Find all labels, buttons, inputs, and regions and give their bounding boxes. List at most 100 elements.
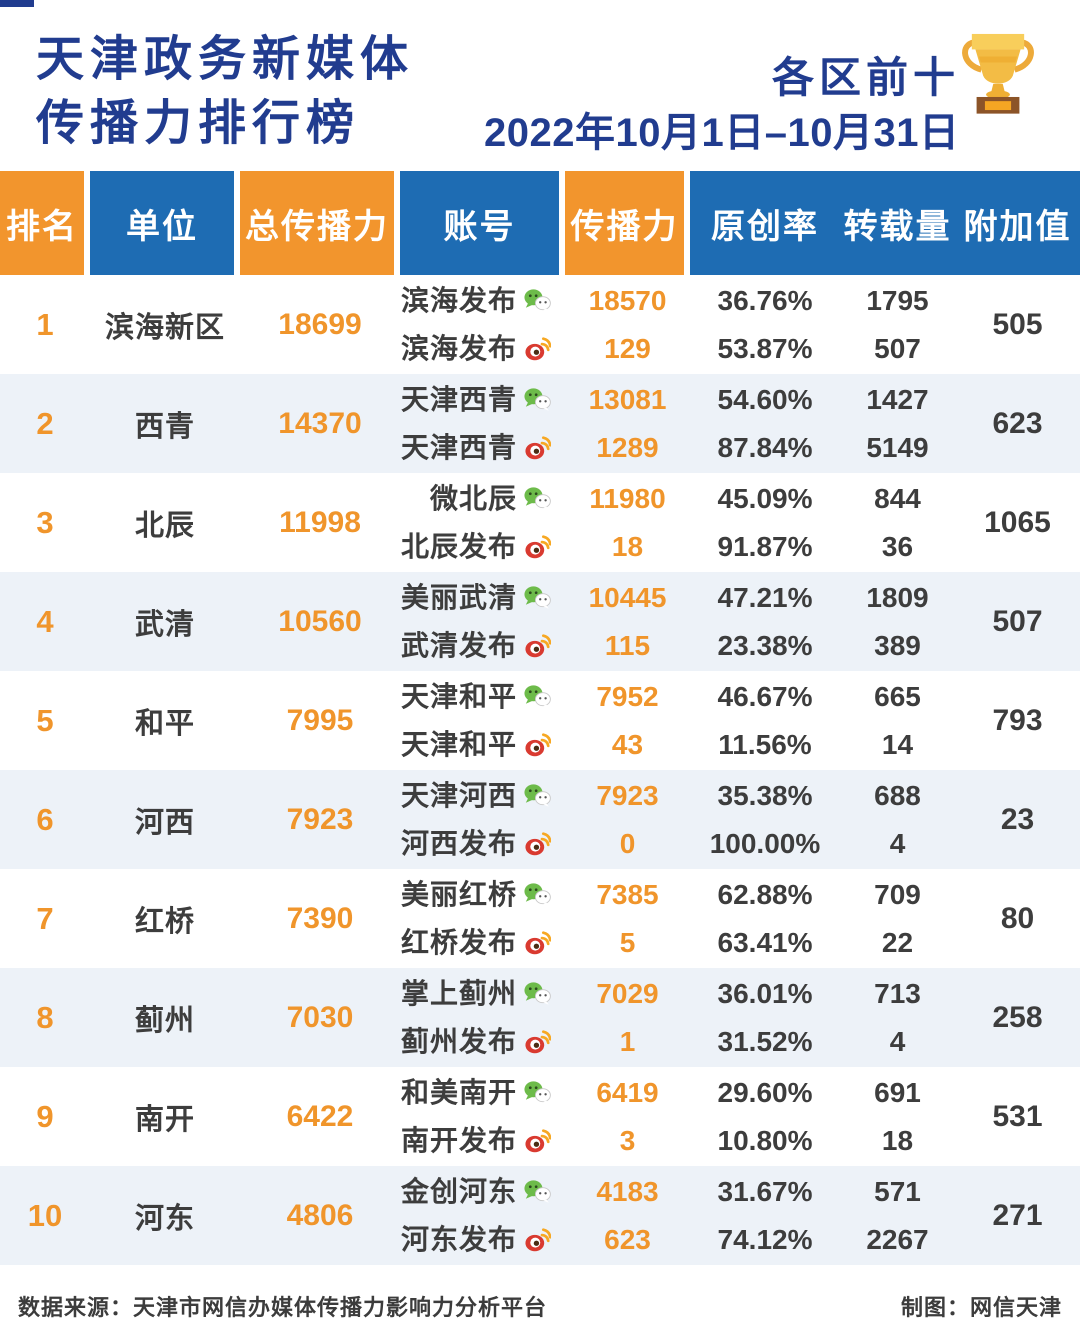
page-title: 天津政务新媒体 传播力排行榜 <box>36 28 414 156</box>
repost-cell: 709 22 <box>840 873 955 965</box>
account-line: 美丽红桥 <box>400 873 565 917</box>
rank-cell: 4 <box>36 603 54 639</box>
page-title-line2: 传播力排行榜 <box>36 97 361 150</box>
power-value: 7385 <box>596 878 659 910</box>
repost-cell: 1427 5149 <box>840 378 955 470</box>
repost-value: 691 <box>874 1076 921 1108</box>
power-value: 4183 <box>596 1175 659 1207</box>
wechat-icon <box>524 981 551 1006</box>
bonus-cell: 271 <box>992 1198 1043 1232</box>
power-value: 10445 <box>588 581 667 613</box>
original-rate-value: 62.88% <box>717 878 813 910</box>
repost-cell: 665 14 <box>840 675 955 767</box>
table-row: 7 红桥 7390 美丽红桥 <box>0 869 1080 968</box>
account-line: 金创河东 <box>400 1170 565 1214</box>
power-value: 5 <box>619 926 636 958</box>
account-name: 蓟州发布 <box>400 1025 517 1057</box>
power-cell: 4183 623 <box>565 1170 690 1262</box>
unit-cell: 红桥 <box>134 905 195 938</box>
wechat-icon <box>524 1179 551 1204</box>
original-rate-value: 36.01% <box>717 977 813 1009</box>
account-name: 和美南开 <box>400 1076 517 1108</box>
original-rate-value: 11.56% <box>718 728 812 760</box>
total-power-cell: 4806 <box>286 1198 354 1232</box>
repost-cell: 1809 389 <box>840 576 955 668</box>
power-cell: 7952 43 <box>565 675 690 767</box>
bonus-cell: 258 <box>992 1000 1043 1034</box>
repost-value: 5149 <box>866 431 929 463</box>
account-line: 武清发布 <box>400 624 565 668</box>
power-cell: 7923 0 <box>565 774 690 866</box>
repost-value: 713 <box>874 977 921 1009</box>
column-header-rank: 排名 <box>0 171 90 275</box>
repost-cell: 713 4 <box>840 972 955 1064</box>
badge-top-ten: 各区前十 <box>772 54 961 101</box>
original-rate-value: 29.60% <box>717 1076 813 1108</box>
weibo-icon <box>524 435 551 460</box>
wechat-icon <box>524 486 551 511</box>
wechat-icon <box>524 882 551 907</box>
account-cell: 金创河东 <box>400 1170 565 1262</box>
account-name: 南开发布 <box>400 1124 517 1156</box>
repost-value: 36 <box>881 530 914 562</box>
power-cell: 6419 3 <box>565 1071 690 1163</box>
repost-value: 389 <box>874 629 921 661</box>
bonus-cell: 507 <box>992 604 1043 638</box>
account-name: 武清发布 <box>400 629 517 661</box>
page-title-line1: 天津政务新媒体 <box>36 33 415 86</box>
account-line: 天津西青 <box>400 426 565 470</box>
original-rate-value: 31.52% <box>717 1025 813 1057</box>
account-name: 天津河西 <box>400 779 517 811</box>
account-line: 河东发布 <box>400 1218 565 1262</box>
weibo-icon <box>524 732 551 757</box>
account-cell: 掌上蓟州 <box>400 972 565 1064</box>
rank-cell: 5 <box>36 702 54 738</box>
power-value: 18570 <box>588 284 667 316</box>
account-name: 北辰发布 <box>400 530 517 562</box>
power-cell: 7385 5 <box>565 873 690 965</box>
column-header-repost: 转载量 <box>843 207 952 246</box>
power-value: 3 <box>619 1124 636 1156</box>
table-header: 排名 单位 总传播力 账号 传播力 原创率 转载量 附加值 <box>0 171 1080 275</box>
repost-value: 4 <box>889 827 906 859</box>
repost-value: 4 <box>889 1025 906 1057</box>
account-cell: 天津和平 <box>400 675 565 767</box>
credit: 制图：网信天津 <box>900 1295 1062 1320</box>
weibo-icon <box>524 336 551 361</box>
account-name: 掌上蓟州 <box>400 977 517 1009</box>
original-rate-value: 63.41% <box>717 926 813 958</box>
account-name: 天津和平 <box>400 728 517 760</box>
account-line: 北辰发布 <box>400 525 565 569</box>
account-line: 滨海发布 <box>400 279 565 323</box>
account-line: 美丽武清 <box>400 576 565 620</box>
wechat-icon <box>524 387 551 412</box>
weibo-icon <box>524 930 551 955</box>
bonus-cell: 531 <box>992 1099 1043 1133</box>
account-cell: 天津河西 <box>400 774 565 866</box>
power-cell: 7029 1 <box>565 972 690 1064</box>
account-name: 滨海发布 <box>400 284 517 316</box>
total-power-cell: 7390 <box>286 901 354 935</box>
power-value: 0 <box>619 827 636 859</box>
repost-value: 571 <box>874 1175 921 1207</box>
account-line: 南开发布 <box>400 1119 565 1163</box>
weibo-icon <box>524 1227 551 1252</box>
power-value: 1289 <box>596 431 659 463</box>
account-line: 天津和平 <box>400 723 565 767</box>
unit-cell: 滨海新区 <box>104 311 225 344</box>
account-cell: 美丽红桥 <box>400 873 565 965</box>
account-name: 天津西青 <box>400 431 517 463</box>
account-name: 美丽武清 <box>400 581 517 613</box>
repost-value: 1427 <box>866 383 929 415</box>
repost-value: 507 <box>874 332 921 364</box>
repost-cell: 844 36 <box>840 477 955 569</box>
original-rate-value: 46.67% <box>717 680 813 712</box>
total-power-cell: 6422 <box>286 1099 354 1133</box>
power-value: 115 <box>604 629 651 661</box>
column-header-original-rate: 原创率 <box>711 207 819 246</box>
column-header-power: 传播力 <box>565 171 690 275</box>
table-row: 8 蓟州 7030 掌上蓟州 <box>0 968 1080 1067</box>
power-value: 43 <box>611 728 644 760</box>
account-name: 滨海发布 <box>400 332 517 364</box>
repost-value: 1795 <box>866 284 929 316</box>
